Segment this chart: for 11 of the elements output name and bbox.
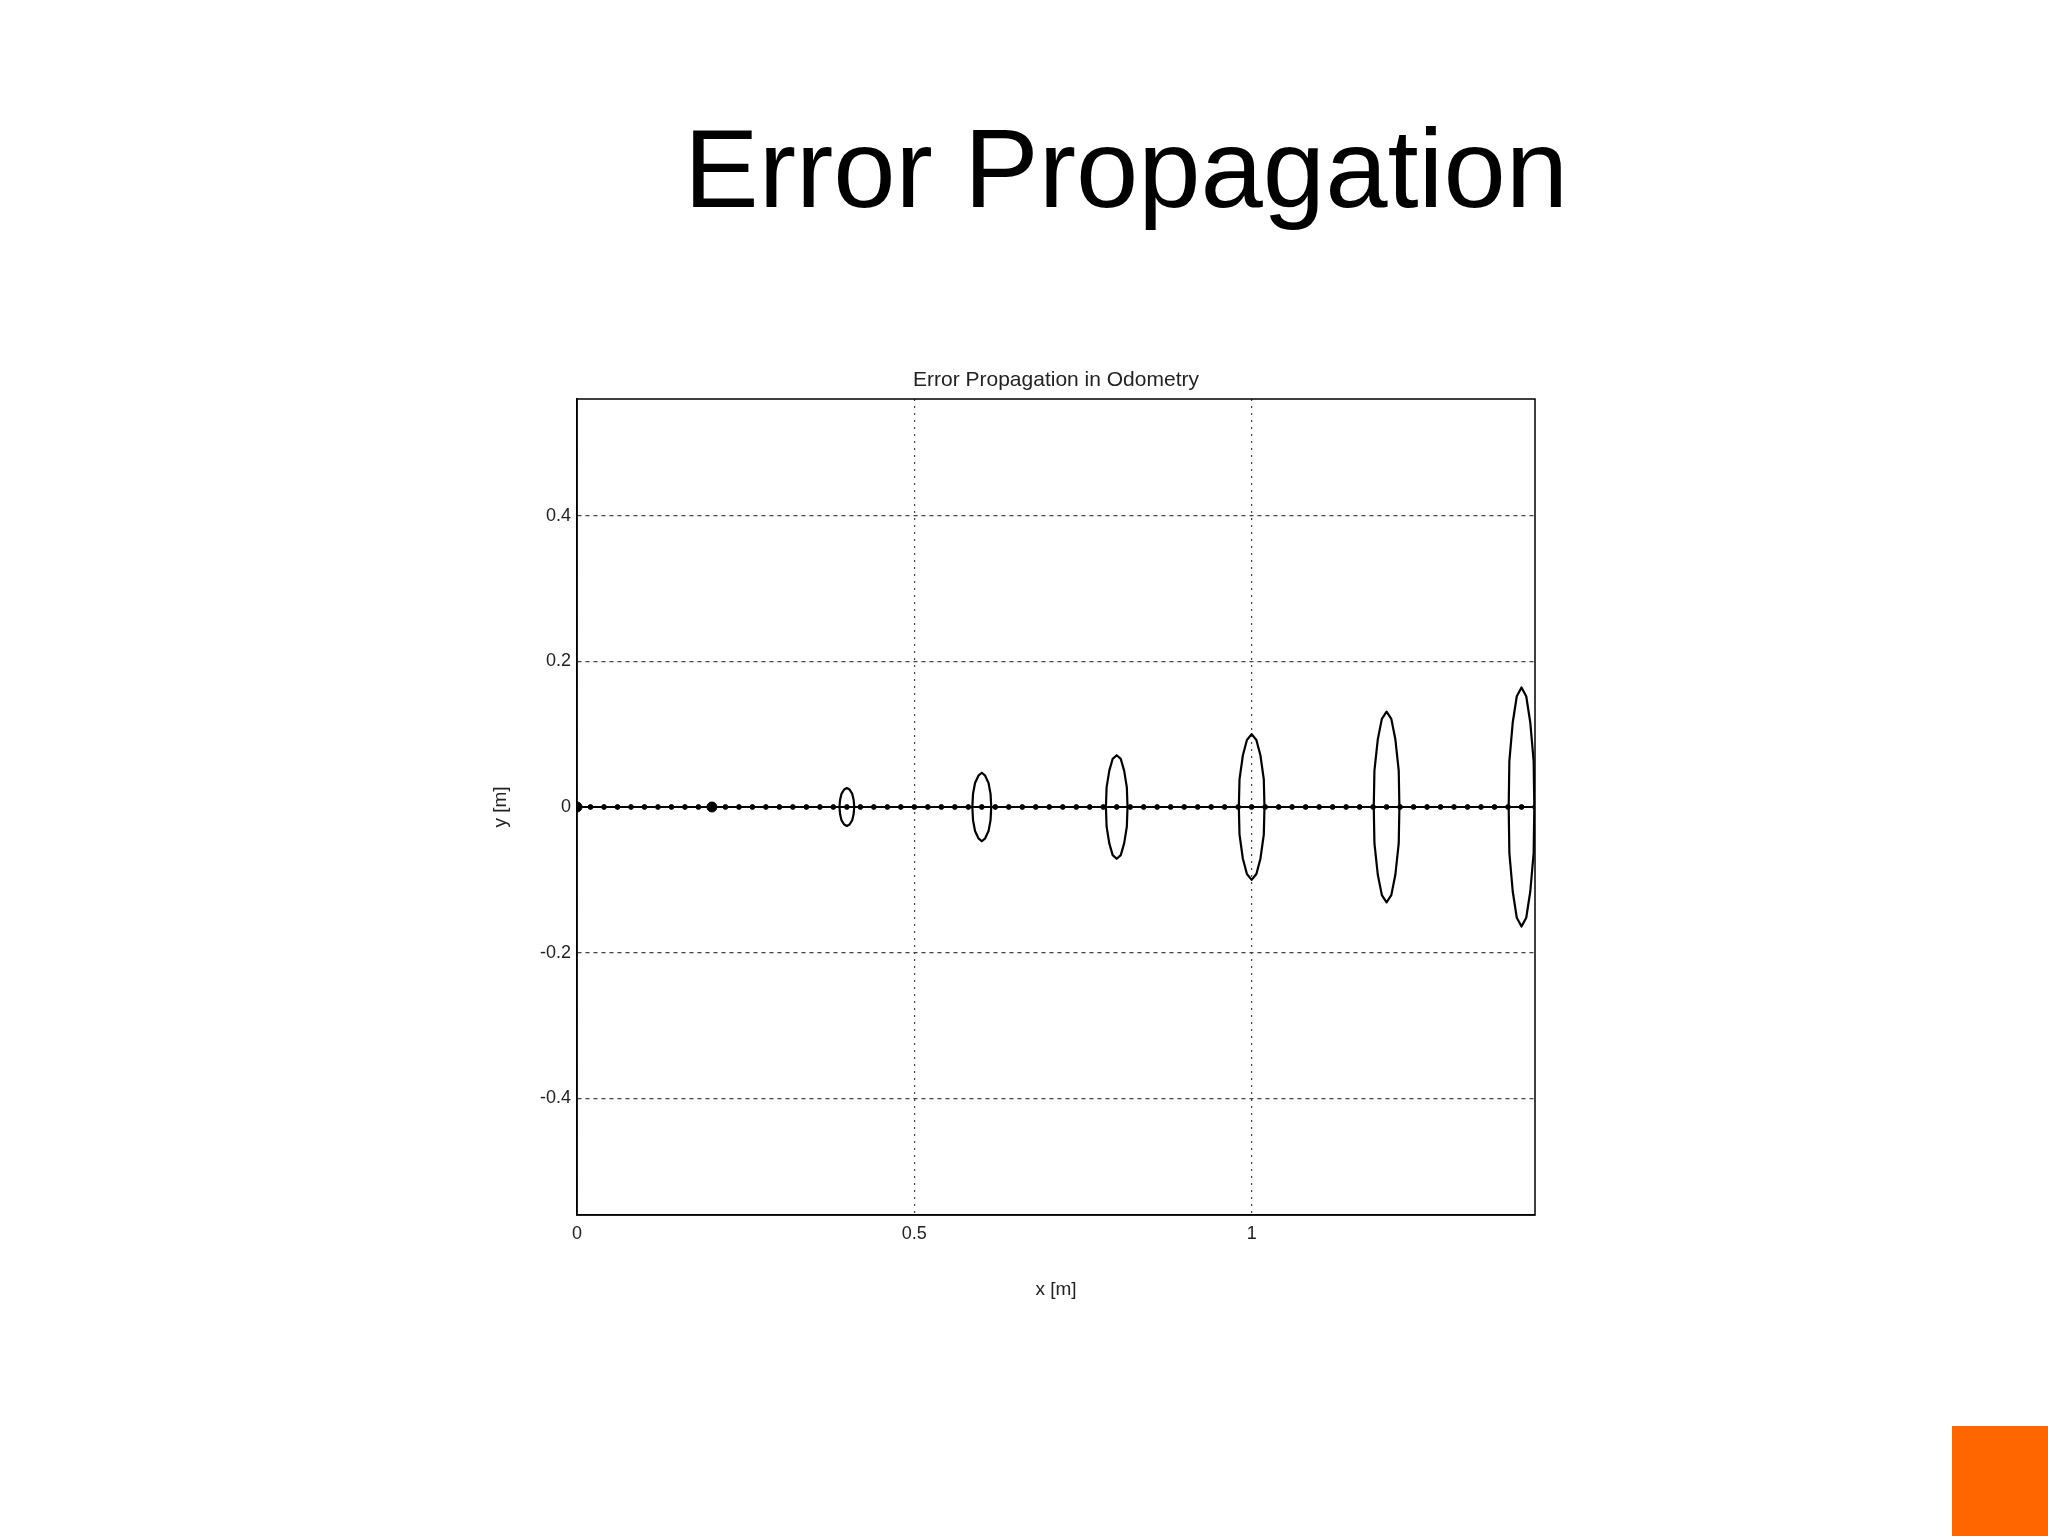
y-tick-label: 0 bbox=[560, 795, 571, 816]
chart-title: Error Propagation bbox=[683, 105, 1569, 233]
chart-subtitle: Error Propagation in Odometry bbox=[913, 367, 1200, 391]
y-tick-label: 0.2 bbox=[545, 650, 571, 671]
x-axis-title: x [m] bbox=[1035, 1277, 1077, 1299]
y-axis-title: y [m] bbox=[488, 786, 510, 828]
x-tick-label: 0.5 bbox=[901, 1222, 927, 1243]
y-tick-label: -0.4 bbox=[539, 1087, 571, 1108]
x-tick-label: 1 bbox=[1246, 1222, 1257, 1243]
y-tick-label: -0.2 bbox=[539, 941, 571, 962]
y-tick-label: 0.4 bbox=[545, 504, 571, 525]
